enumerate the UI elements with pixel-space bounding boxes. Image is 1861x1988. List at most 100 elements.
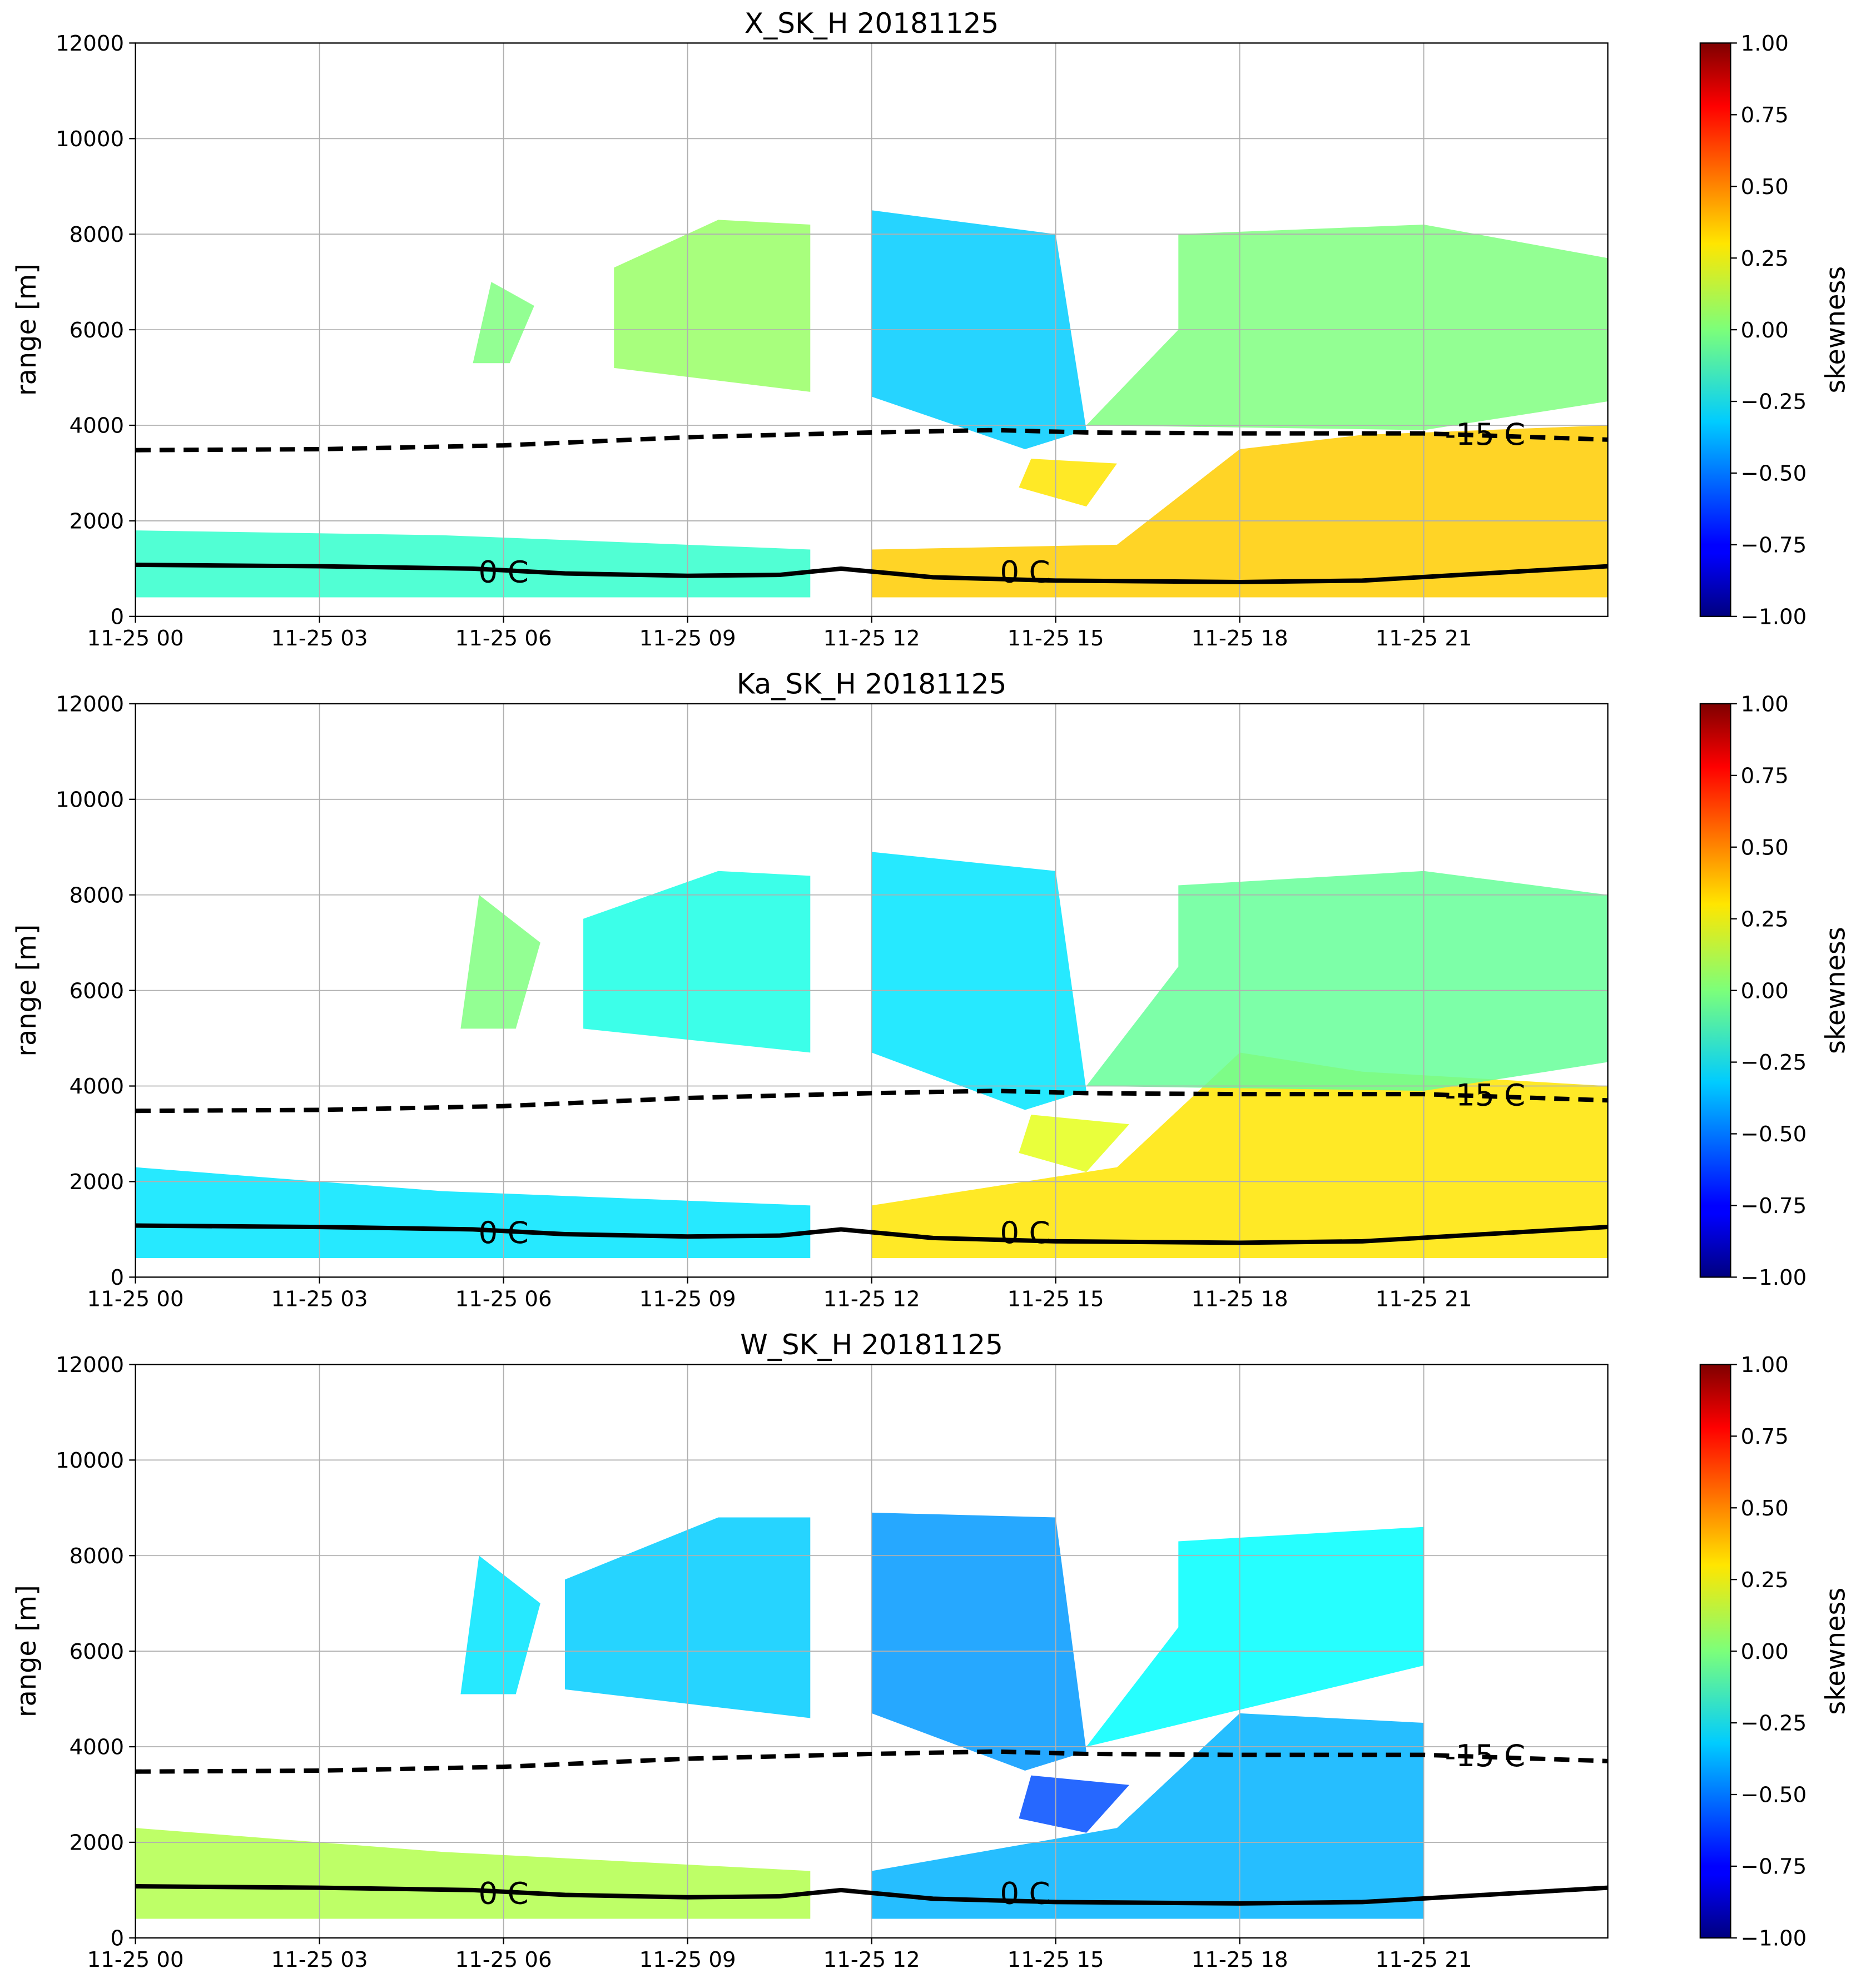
colorbar-tick-label: 1.00 — [1741, 692, 1789, 717]
panel-title: Ka_SK_H 20181125 — [737, 668, 1007, 700]
echo-region — [871, 852, 1086, 1110]
plot-frame — [135, 42, 1609, 617]
y-tick-label: 6000 — [70, 978, 124, 1003]
colorbar — [1699, 42, 1731, 617]
colorbar-tick-label: 1.00 — [1741, 1353, 1789, 1378]
plot-frame — [135, 1364, 1609, 1939]
colorbar-tick-label: −0.50 — [1741, 1783, 1807, 1808]
colorbar-tick-label: 0.25 — [1741, 907, 1789, 932]
panel: 0 2000 4000 6000 8000 10000 12000 11-25 00 11-25… — [12, 668, 1852, 1312]
colorbar-tick-label: 0.00 — [1741, 318, 1789, 343]
colorbar-tick-label: −1.00 — [1741, 1926, 1807, 1951]
y-axis-label: range [m] — [12, 925, 42, 1057]
echo-region — [583, 871, 811, 1053]
x-tick-label: 11-25 21 — [1376, 1287, 1472, 1312]
echo-region — [1086, 871, 1608, 1091]
plot-frame — [135, 703, 1609, 1278]
colorbar-tick-label: −1.00 — [1741, 1265, 1807, 1290]
colorbar-tick-label: −0.50 — [1741, 1122, 1807, 1147]
x-tick-label: 11-25 03 — [271, 1947, 368, 1972]
x-tick-label: 11-25 06 — [455, 1947, 552, 1972]
colorbar-tick-label: 0.75 — [1741, 764, 1789, 789]
isotherm-label: -15 C — [1445, 1077, 1526, 1113]
x-tick-label: 11-25 15 — [1008, 1287, 1104, 1312]
colorbar-tick-label: −0.75 — [1741, 1855, 1807, 1880]
panel: 0 2000 4000 6000 8000 10000 12000 11-25 00 11-25… — [12, 7, 1852, 651]
colorbar — [1699, 703, 1731, 1278]
isotherm-label: 0 C — [479, 1876, 529, 1911]
isotherm-label: -15 C — [1445, 1738, 1526, 1773]
y-tick-label: 10000 — [56, 787, 124, 812]
echo-region — [135, 1167, 811, 1258]
x-tick-label: 11-25 00 — [87, 626, 184, 651]
echo-region — [135, 1828, 811, 1919]
x-tick-label: 11-25 06 — [455, 1287, 552, 1312]
x-tick-label: 11-25 09 — [639, 626, 736, 651]
isotherm-line — [135, 563, 1608, 584]
x-tick-label: 11-25 21 — [1376, 1947, 1472, 1972]
colorbar-tick-label: 0.50 — [1741, 175, 1789, 200]
colorbar-tick-label: −0.25 — [1741, 390, 1807, 415]
y-tick-label: 10000 — [56, 127, 124, 152]
colorbar-label: skewness — [1820, 1588, 1851, 1715]
isotherm-line — [135, 1884, 1608, 1906]
y-tick-label: 6000 — [70, 1639, 124, 1664]
x-tick-label: 11-25 12 — [823, 1947, 920, 1972]
isotherm-line — [135, 1223, 1608, 1245]
x-tick-label: 11-25 09 — [639, 1947, 736, 1972]
x-tick-label: 11-25 00 — [87, 1287, 184, 1312]
y-tick-label: 0 — [111, 1265, 125, 1290]
isotherm-label: 0 C — [1000, 1215, 1050, 1250]
isotherm-label: 0 C — [1000, 554, 1050, 590]
x-tick-label: 11-25 12 — [823, 626, 920, 651]
echo-region — [1086, 1527, 1424, 1747]
colorbar-label: skewness — [1820, 266, 1851, 394]
y-tick-label: 2000 — [70, 1170, 124, 1195]
colorbar-tick-label: 0.50 — [1741, 835, 1789, 860]
x-tick-label: 11-25 21 — [1376, 626, 1472, 651]
y-tick-label: 4000 — [70, 414, 124, 439]
colorbar-tick-label: 0.00 — [1741, 1639, 1789, 1664]
echo-region — [460, 894, 540, 1029]
y-tick-label: 8000 — [70, 222, 124, 247]
y-tick-label: 8000 — [70, 1544, 124, 1569]
colorbar-tick-label: 1.00 — [1741, 31, 1789, 56]
x-tick-label: 11-25 09 — [639, 1287, 736, 1312]
y-tick-label: 12000 — [56, 31, 124, 56]
y-tick-label: 2000 — [70, 1831, 124, 1856]
isotherm-line — [135, 1749, 1608, 1774]
colorbar-tick-label: −0.25 — [1741, 1050, 1807, 1075]
panel: 0 2000 4000 6000 8000 10000 12000 11-25 00 11-25… — [12, 1329, 1852, 1972]
colorbar-tick-label: 0.25 — [1741, 1568, 1789, 1593]
colorbar-tick-label: 0.75 — [1741, 103, 1789, 128]
y-tick-label: 2000 — [70, 509, 124, 534]
x-tick-label: 11-25 15 — [1008, 1947, 1104, 1972]
x-tick-label: 11-25 00 — [87, 1947, 184, 1972]
y-tick-label: 12000 — [56, 1353, 124, 1378]
x-tick-label: 11-25 06 — [455, 626, 552, 651]
echo-region — [614, 220, 811, 392]
y-tick-label: 10000 — [56, 1448, 124, 1473]
echo-region — [1019, 459, 1117, 507]
y-tick-label: 4000 — [70, 1074, 124, 1099]
y-tick-label: 8000 — [70, 883, 124, 908]
x-tick-label: 11-25 18 — [1192, 626, 1288, 651]
x-tick-label: 11-25 12 — [823, 1287, 920, 1312]
echo-region — [135, 530, 811, 598]
x-tick-label: 11-25 18 — [1192, 1287, 1288, 1312]
y-axis-label: range [m] — [12, 264, 42, 396]
colorbar-tick-label: 0.50 — [1741, 1496, 1789, 1521]
echo-region — [1019, 1115, 1130, 1172]
y-tick-label: 12000 — [56, 692, 124, 717]
x-tick-label: 11-25 03 — [271, 626, 368, 651]
colorbar-tick-label: −1.00 — [1741, 604, 1807, 629]
isotherm-line — [135, 1089, 1608, 1114]
colorbar-tick-label: −0.50 — [1741, 461, 1807, 486]
isotherm-label: -15 C — [1445, 416, 1526, 452]
y-tick-label: 0 — [111, 604, 125, 629]
y-tick-label: 4000 — [70, 1735, 124, 1760]
y-axis-label: range [m] — [12, 1585, 42, 1717]
echo-region — [1019, 1775, 1130, 1833]
